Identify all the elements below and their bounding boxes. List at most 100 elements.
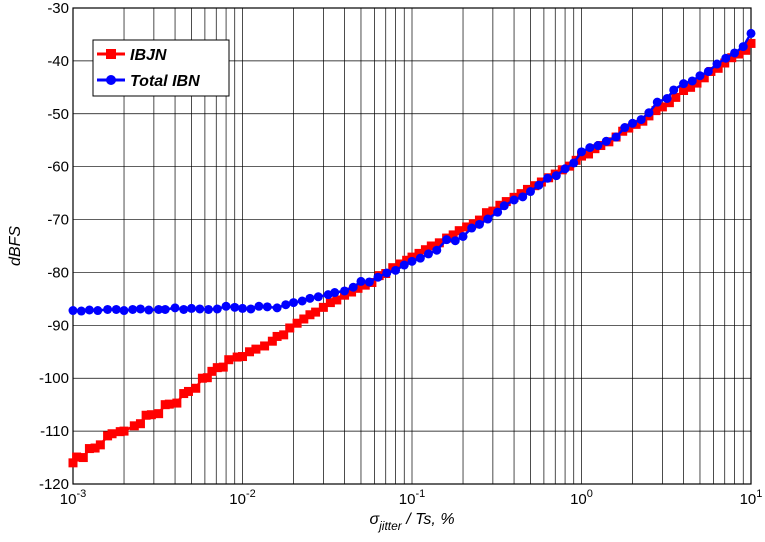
data-point-total-ibn	[569, 158, 579, 168]
data-point-total-ibn	[399, 260, 409, 270]
data-point-ibjn	[107, 429, 117, 439]
data-point-ibjn	[353, 283, 363, 293]
data-point-total-ibn	[415, 253, 425, 263]
data-point-ibjn	[146, 410, 156, 420]
data-point-total-ibn	[246, 304, 256, 314]
data-point-total-ibn	[272, 303, 282, 313]
y-tick-label: -40	[47, 53, 69, 70]
data-point-total-ibn	[68, 306, 78, 316]
data-point-ibjn	[651, 106, 661, 116]
data-point-ibjn	[360, 280, 370, 290]
data-point-total-ibn	[695, 71, 705, 81]
data-point-total-ibn	[281, 300, 291, 310]
data-point-ibjn	[448, 230, 458, 240]
data-point-total-ibn	[111, 304, 121, 314]
data-point-ibjn	[414, 248, 424, 258]
data-point-ibjn	[272, 331, 282, 341]
data-point-ibjn	[325, 298, 335, 308]
data-point-ibjn	[664, 98, 674, 108]
x-tick-labels: 10-3 10-2 10-1 100 101	[60, 488, 763, 508]
data-point-ibjn	[292, 318, 302, 328]
data-point-total-ibn	[611, 132, 621, 142]
data-point-ibjn	[245, 347, 255, 357]
data-point-ibjn	[434, 238, 444, 248]
y-tick-label: -70	[47, 212, 69, 229]
legend: IBJN Total IBN	[92, 39, 230, 97]
x-tick-exponent: 1	[756, 488, 762, 500]
data-point-total-ibn	[144, 305, 154, 315]
x-tick-label: 10-1	[399, 488, 425, 508]
x-tick-base: 10	[570, 491, 587, 508]
x-axis-label: σjitter / Ts, %	[369, 511, 454, 533]
data-point-ibjn	[135, 419, 145, 429]
y-tick-label: -90	[47, 317, 69, 334]
data-point-ibjn	[232, 352, 242, 362]
data-point-ibjn	[468, 219, 478, 229]
data-point-ibjn	[420, 245, 430, 255]
data-point-total-ibn	[340, 286, 350, 296]
plot-frame	[72, 7, 752, 485]
x-tick-base: 10	[60, 491, 77, 508]
data-point-ibjn	[202, 373, 212, 383]
y-tick-label: -50	[47, 106, 69, 123]
x-tick-label: 101	[740, 488, 763, 508]
data-point-total-ibn	[170, 303, 180, 313]
data-point-total-ibn	[577, 147, 586, 157]
data-point-ibjn	[191, 383, 201, 393]
data-point-ibjn	[305, 310, 315, 320]
data-point-total-ibn	[620, 123, 630, 133]
series-total-ibn	[68, 28, 756, 316]
x-axis-label-symbol: σ	[369, 511, 380, 528]
data-point-ibjn	[95, 440, 105, 450]
data-point-ibjn	[260, 341, 270, 351]
data-point-ibjn	[454, 226, 464, 236]
y-tick-label: -30	[47, 0, 69, 17]
data-point-total-ibn	[128, 304, 138, 314]
data-point-total-ibn	[636, 115, 646, 125]
data-point-total-ibn	[467, 223, 477, 233]
data-point-total-ibn	[407, 256, 417, 266]
legend-marker-ibjn	[106, 49, 116, 59]
y-tick-label: -120	[39, 476, 69, 493]
data-point-ibjn	[72, 452, 82, 462]
y-axis-label: dBFS	[7, 226, 24, 266]
y-tick-label: -60	[47, 159, 69, 176]
data-point-total-ibn	[203, 304, 213, 314]
data-point-ibjn	[197, 373, 207, 383]
data-point-ibjn	[332, 295, 342, 305]
data-point-ibjn	[462, 222, 472, 232]
series-layer	[68, 28, 756, 468]
data-point-ibjn	[129, 421, 139, 431]
data-point-total-ibn	[84, 305, 94, 315]
data-point-total-ibn	[721, 53, 731, 63]
data-point-total-ibn	[160, 304, 170, 314]
x-tick-base: 10	[399, 491, 416, 508]
data-point-ibjn	[251, 344, 261, 354]
data-point-ibjn	[285, 323, 295, 333]
data-point-ibjn	[699, 73, 709, 83]
data-point-total-ibn	[313, 292, 323, 302]
data-point-ibjn	[212, 363, 222, 373]
data-point-total-ibn	[373, 272, 383, 282]
data-point-total-ibn	[391, 265, 401, 275]
data-point-total-ibn	[93, 306, 103, 316]
x-tick-exponent: 0	[587, 488, 593, 500]
data-point-total-ibn	[687, 76, 697, 86]
data-point-ibjn	[501, 197, 511, 207]
data-point-ibjn	[119, 426, 129, 436]
data-point-total-ibn	[432, 245, 442, 255]
data-point-total-ibn	[662, 93, 672, 103]
data-point-total-ibn	[289, 298, 299, 308]
data-point-total-ibn	[297, 296, 307, 306]
data-point-total-ibn	[179, 304, 189, 314]
data-point-ibjn	[141, 410, 151, 420]
data-point-total-ibn	[348, 282, 358, 292]
data-point-total-ibn	[119, 306, 129, 316]
data-point-total-ibn	[230, 302, 240, 312]
data-point-ibjn	[279, 330, 289, 340]
data-point-total-ibn	[212, 304, 222, 314]
data-point-total-ibn	[669, 85, 679, 95]
data-point-ibjn	[402, 255, 412, 265]
data-point-total-ibn	[712, 59, 722, 69]
data-point-ibjn	[78, 453, 88, 463]
